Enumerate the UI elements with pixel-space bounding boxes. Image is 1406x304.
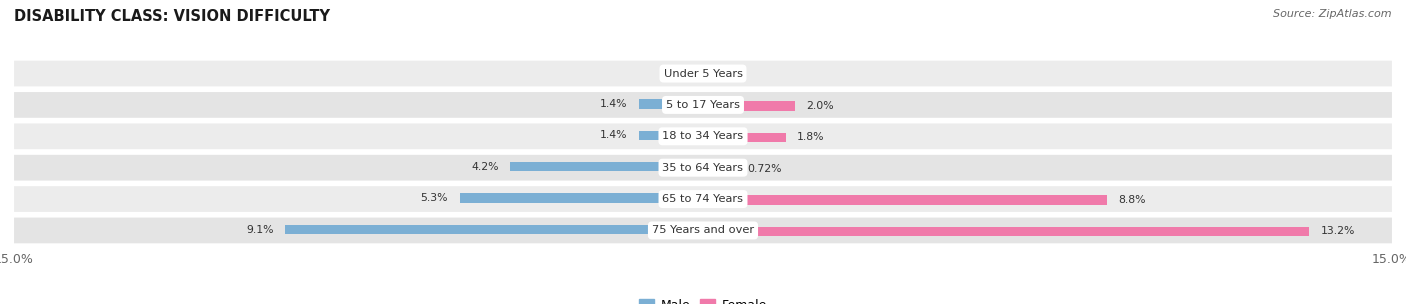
Text: 13.2%: 13.2% [1320,226,1355,237]
FancyBboxPatch shape [14,123,1392,149]
Text: 1.4%: 1.4% [600,130,627,140]
Bar [703,164,737,173]
Text: Source: ZipAtlas.com: Source: ZipAtlas.com [1274,9,1392,19]
Text: 9.1%: 9.1% [246,225,274,234]
Bar [703,195,1107,205]
Text: 35 to 64 Years: 35 to 64 Years [662,163,744,173]
Bar [638,131,703,140]
Bar [638,99,703,109]
Bar [285,225,703,234]
Text: 0.72%: 0.72% [748,164,782,174]
Bar [703,227,1309,236]
Text: 5 to 17 Years: 5 to 17 Years [666,100,740,110]
FancyBboxPatch shape [14,155,1392,181]
Bar [703,133,786,142]
Text: 2.0%: 2.0% [807,101,834,111]
Text: Under 5 Years: Under 5 Years [664,68,742,78]
Text: 0.0%: 0.0% [664,67,692,78]
Bar [703,101,794,111]
Text: 4.2%: 4.2% [471,162,499,172]
FancyBboxPatch shape [14,218,1392,243]
Text: 1.4%: 1.4% [600,99,627,109]
FancyBboxPatch shape [14,61,1392,86]
Legend: Male, Female: Male, Female [634,294,772,304]
Text: 18 to 34 Years: 18 to 34 Years [662,131,744,141]
Text: 5.3%: 5.3% [420,193,449,203]
Text: 0.0%: 0.0% [714,70,742,79]
Text: 75 Years and over: 75 Years and over [652,226,754,236]
Text: 8.8%: 8.8% [1119,195,1146,205]
Text: 1.8%: 1.8% [797,132,825,142]
Bar [460,193,703,203]
FancyBboxPatch shape [14,92,1392,118]
Text: DISABILITY CLASS: VISION DIFFICULTY: DISABILITY CLASS: VISION DIFFICULTY [14,9,330,24]
Text: 65 to 74 Years: 65 to 74 Years [662,194,744,204]
Bar [510,162,703,171]
FancyBboxPatch shape [14,186,1392,212]
